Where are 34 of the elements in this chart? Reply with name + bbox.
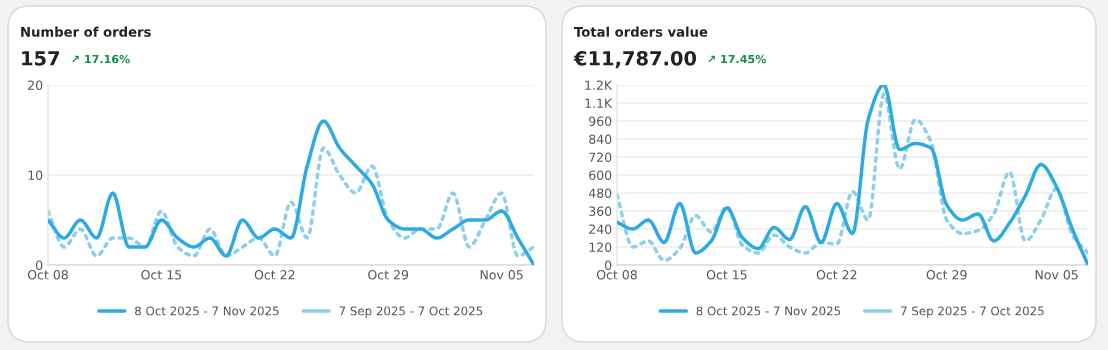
- x-tick-label: Oct 08: [27, 270, 68, 280]
- legend-label: 8 Oct 2025 - 7 Nov 2025: [135, 306, 279, 316]
- y-tick-label: 480: [588, 188, 612, 198]
- x-tick-label: Oct 15: [706, 270, 747, 280]
- x-tick-label: Oct 15: [141, 270, 182, 280]
- y-tick-label: 0: [36, 260, 43, 270]
- x-tick-label: Oct 22: [254, 270, 295, 280]
- legend-label: 8 Oct 2025 - 7 Nov 2025: [696, 306, 841, 316]
- chart-subtitle: 157: [22, 51, 60, 66]
- chart-subtitle: €11,787.00: [573, 50, 697, 69]
- chart-title: Total orders value: [574, 26, 708, 37]
- y-tick-label: 10: [28, 170, 43, 180]
- y-tick-label: 0: [605, 260, 612, 270]
- text: ↗ 17.16%: [72, 54, 130, 64]
- y-tick-label: 360: [589, 206, 612, 216]
- y-tick-label: 1.2K: [585, 80, 613, 90]
- y-tick-label: 720: [589, 152, 612, 162]
- y-tick-label: 1.1K: [585, 98, 613, 108]
- x-tick-label: Oct 22: [816, 270, 857, 280]
- y-tick-label: 240: [589, 224, 612, 234]
- text: ↗ 17.45%: [708, 54, 766, 64]
- legend-label: 7 Sep 2025 - 7 Oct 2025: [901, 306, 1044, 318]
- x-tick-label: Nov 05: [1035, 270, 1078, 280]
- x-tick-label: Oct 29: [926, 270, 967, 280]
- y-tick-label: 20: [28, 80, 43, 90]
- y-tick-label: 600: [589, 170, 612, 180]
- legend-label: 7 Sep 2025 - 7 Oct 2025: [339, 306, 483, 318]
- x-tick-label: Oct 08: [596, 270, 637, 280]
- y-tick-label: 960: [589, 116, 612, 126]
- x-tick-label: Oct 29: [368, 270, 409, 280]
- chart-title: Number of orders: [21, 26, 151, 37]
- y-tick-label: 120: [589, 242, 612, 252]
- x-tick-label: Nov 05: [480, 270, 523, 280]
- y-tick-label: 840: [589, 134, 612, 144]
